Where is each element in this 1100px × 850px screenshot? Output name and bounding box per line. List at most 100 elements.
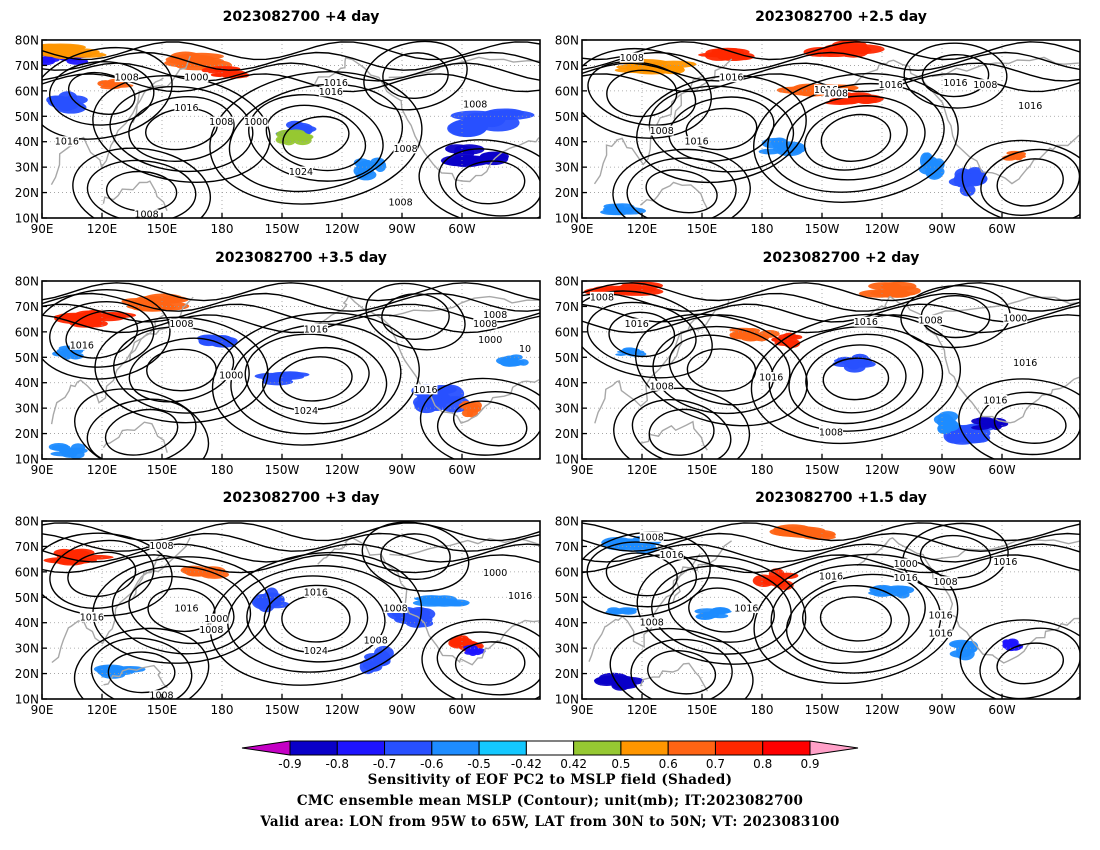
isobar-contour <box>636 555 807 665</box>
isobar-contour <box>996 158 1064 207</box>
shading-blob <box>275 135 289 144</box>
isobar-contour <box>626 157 737 218</box>
contour-label: 1008 <box>933 577 957 588</box>
shading-blob <box>659 65 685 75</box>
contour-label: 1008 <box>209 117 233 128</box>
isobar-contour <box>67 551 137 598</box>
shading-blob <box>91 312 127 322</box>
isobar-contour <box>609 627 754 699</box>
colorbar-swatch <box>525 740 575 756</box>
y-tick-label: 40N <box>15 616 39 630</box>
isobar-contour <box>979 391 1080 456</box>
contour-label: 1024 <box>304 646 328 657</box>
y-tick-label: 80N <box>15 34 39 48</box>
panel-title: 2023082700 +4 day <box>223 9 380 25</box>
coastline <box>128 313 165 362</box>
footer-line-1: Sensitivity of EOF PC2 to MSLP field (Sh… <box>367 772 733 788</box>
y-tick-label: 20N <box>15 427 39 441</box>
y-tick-label: 60N <box>15 565 39 579</box>
contour-label: 1008 <box>819 428 843 439</box>
colorbar-arrow-right <box>809 740 859 756</box>
contour-label-bg <box>928 610 953 621</box>
isobar-contour <box>128 96 235 162</box>
colorbar-label: 0.8 <box>753 757 772 771</box>
coastline <box>317 536 540 666</box>
contour-label-bg <box>1013 357 1038 368</box>
contour-label-bg <box>1003 313 1028 324</box>
contour-label: 10 <box>519 344 531 355</box>
shading-blob <box>209 337 236 348</box>
shading-blob <box>121 297 152 305</box>
contour-label: 1008 <box>824 89 848 100</box>
colorbar-swatch <box>620 740 669 756</box>
x-tick-label: 90E <box>31 463 54 477</box>
isobar-contour <box>651 565 792 655</box>
x-tick-label: 180 <box>211 222 234 236</box>
contour-label: 1016 <box>413 385 437 396</box>
isobar-contour <box>630 638 733 699</box>
contour-label: 1016 <box>1018 101 1042 112</box>
y-tick-label: 30N <box>555 161 579 175</box>
isobar-contour <box>582 543 1080 563</box>
colorbar-swatch <box>289 740 338 756</box>
contour-label-bg <box>393 143 418 154</box>
contour-label-bg <box>619 52 644 63</box>
shading-blob <box>1010 642 1019 647</box>
y-tick-label: 60N <box>555 84 579 98</box>
colorbar-label: -0.5 <box>467 757 490 771</box>
shading-blob <box>991 422 1003 431</box>
contour-label: 1008 <box>973 80 997 91</box>
y-tick-label: 70N <box>15 59 39 73</box>
isobar-contour <box>382 52 449 100</box>
isobar-contour <box>645 169 718 214</box>
colorbar: -0.9 -0.8 -0.7 -0.6 -0.5 -0.42 0.42 0.5 0.6 0.7 0.… <box>241 740 859 771</box>
contour-label-bg <box>293 405 318 416</box>
x-tick-label: 150W <box>805 222 840 236</box>
isobar-contour <box>67 71 136 115</box>
contour-label-bg <box>174 603 199 613</box>
x-tick-label: 120W <box>325 703 360 717</box>
contour-label: 1008 <box>115 73 139 84</box>
contour-label: 1016 <box>879 80 903 91</box>
contour-label: 1016 <box>719 73 743 84</box>
map-panel-1: 1008 100010161008101610161000100810161024… <box>15 9 541 236</box>
contour-label: 1016 <box>304 324 328 335</box>
shading-blob <box>427 397 447 411</box>
map-panel-3: 1008 1016 1008 1016 1000 1024 1016 1008 1000 10 20… <box>15 250 541 477</box>
isobar-contour <box>582 532 1080 553</box>
x-tick-label: 90E <box>571 222 594 236</box>
contour-label-bg <box>473 318 498 329</box>
contour-label: 1008 <box>473 319 497 330</box>
contour-label: 1008 <box>463 99 487 110</box>
shading-blob <box>474 648 486 654</box>
isobar-contour <box>42 41 540 61</box>
coastline <box>670 317 700 365</box>
shading-blob <box>254 597 269 608</box>
contour-label-bg <box>149 540 174 551</box>
isobar-contour <box>631 399 732 459</box>
isobar-contour <box>86 398 197 459</box>
y-tick-label: 60N <box>15 84 39 98</box>
isobar-contour <box>819 596 892 642</box>
x-tick-label: 90E <box>31 222 54 236</box>
contour-label-bg <box>878 79 903 90</box>
contour-label: 1016 <box>894 573 918 584</box>
isobar-contour <box>211 312 420 446</box>
contour-label: 1000 <box>894 559 918 570</box>
coastline <box>103 664 168 689</box>
isobar-contour <box>767 82 945 193</box>
x-tick-label: 120E <box>627 463 658 477</box>
isobar-contour <box>688 587 755 633</box>
isobar-contour <box>958 378 1080 459</box>
contour-label: 1008 <box>383 604 407 615</box>
isobar-contour <box>803 105 908 171</box>
y-tick-label: 10N <box>15 453 39 467</box>
y-tick-label: 50N <box>15 351 39 365</box>
shading-blob <box>293 135 312 146</box>
contour-label: 1000 <box>1003 314 1027 325</box>
contour-label: 1016 <box>174 103 198 114</box>
y-tick-label: 10N <box>555 693 579 707</box>
isobar-contour <box>668 334 775 406</box>
isobar-contour <box>582 522 1080 542</box>
